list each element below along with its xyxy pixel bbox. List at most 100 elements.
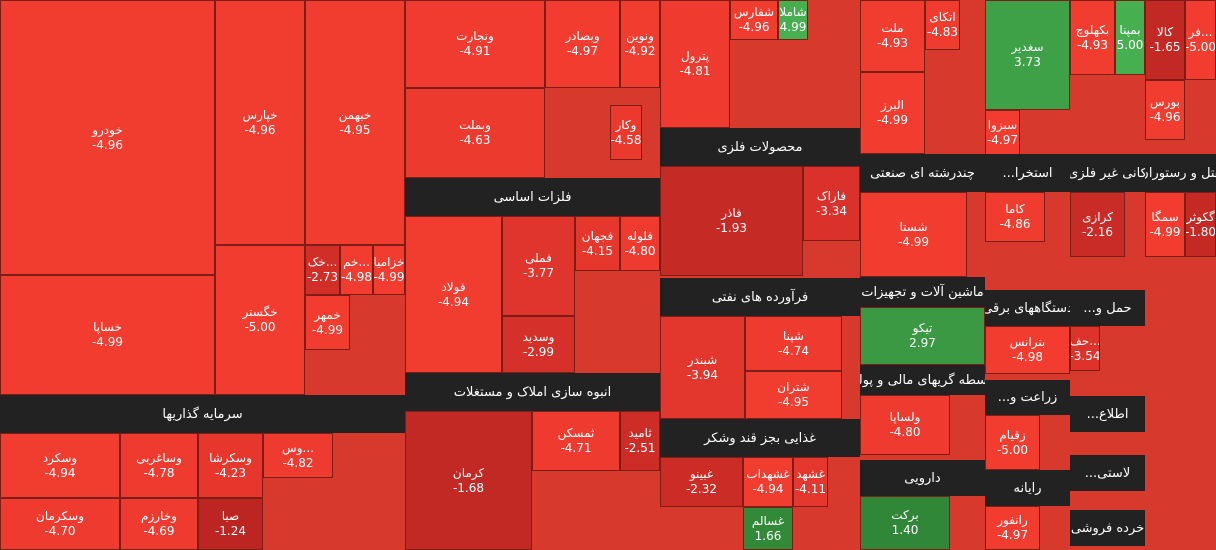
- stock-change: -4.69: [143, 524, 175, 538]
- sector-header: رایانه: [985, 470, 1070, 506]
- stock-symbol: کرازی: [1082, 209, 1113, 224]
- stock-symbol: بورس: [1150, 95, 1180, 109]
- stock-tile: کاما -4.86: [985, 192, 1045, 242]
- stock-symbol: غشهد: [796, 467, 825, 481]
- sector-name: خرده فروشی: [1070, 520, 1145, 536]
- stock-tile: خک... -2.73: [305, 245, 340, 295]
- stock-symbol: ولساپا: [889, 410, 921, 424]
- stock-symbol: خساپا: [93, 320, 122, 334]
- stock-tile: خپارس -4.96: [215, 0, 305, 245]
- stock-tile: شستا -4.99: [860, 192, 967, 277]
- stock-change: 1.40: [891, 523, 919, 537]
- sector-name: فلزات اساسی: [493, 189, 572, 205]
- sector-header: لاستی...: [1070, 455, 1145, 491]
- sector-header: سرمایه گذاریها: [0, 395, 405, 433]
- stock-change: -5.00: [244, 320, 276, 334]
- stock-symbol: کرمان: [452, 465, 485, 480]
- stock-change: -4.70: [44, 524, 76, 538]
- stock-symbol: رانفور: [997, 513, 1028, 527]
- sector-name: انبوه سازی املاک و مستغلات: [453, 384, 612, 400]
- stock-change: -3.94: [686, 367, 719, 382]
- stock-tile: خمهر -4.99: [305, 295, 350, 350]
- stock-symbol: وسدید: [522, 329, 555, 344]
- stock-symbol: ثامید: [628, 426, 652, 440]
- stock-change: -2.51: [624, 441, 656, 455]
- stock-change: -4.99: [876, 113, 909, 127]
- sector-name: محصولات فلزی: [717, 139, 803, 155]
- stock-tile: زقیام -5.00: [985, 415, 1040, 470]
- sector-header: خرده فروشی: [1070, 510, 1145, 546]
- stock-symbol: وس...: [282, 440, 314, 455]
- stock-tile: خساپا -4.99: [0, 275, 215, 395]
- stock-tile: بکهلوچ -4.93: [1070, 0, 1115, 75]
- stock-change: -4.71: [560, 441, 592, 455]
- stock-tile: ونوین -4.92: [620, 0, 660, 88]
- stock-tile: وساغربی -4.78: [120, 433, 198, 498]
- stock-symbol: شبندر: [687, 352, 718, 367]
- stock-tile: خم... -4.98: [340, 245, 373, 295]
- stock-symbol: فولاد: [441, 279, 466, 294]
- stock-symbol: تیکو: [912, 321, 933, 335]
- stock-change: -4.11: [794, 482, 827, 496]
- sector-header: استخرا...: [985, 154, 1070, 192]
- stock-change: -4.96: [738, 20, 770, 34]
- sector-name: حمل و...: [1083, 300, 1132, 316]
- stock-symbol: خمهر: [314, 307, 341, 322]
- stock-symbol: خزامیا: [373, 255, 405, 269]
- sector-name: فرآورده های نفتی: [711, 289, 809, 305]
- sector-header: حمل و...: [1070, 290, 1145, 326]
- stock-symbol: فر...: [1188, 25, 1213, 39]
- stock-tile: وتجارت -4.91: [405, 0, 545, 88]
- sector-header: ماشین آلات و تجهیزات: [860, 277, 985, 307]
- stock-symbol: گکوثر: [1186, 209, 1215, 224]
- stock-change: -2.32: [685, 482, 718, 496]
- stock-symbol: ثمسکن: [557, 426, 595, 440]
- stock-symbol: وسکرمان: [36, 509, 84, 523]
- stock-change: -4.78: [143, 465, 175, 480]
- stock-change: -4.93: [1076, 37, 1109, 52]
- stock-symbol: وبصادر: [565, 29, 600, 43]
- stock-symbol: کاما: [1005, 202, 1025, 216]
- stock-symbol: بترانس: [1009, 335, 1046, 349]
- stock-tile: تیکو 2.97: [860, 307, 985, 365]
- stock-symbol: شستا: [899, 219, 928, 234]
- stock-tile: فملی -3.77: [502, 216, 575, 316]
- stock-tile: خودرو -4.96: [0, 0, 215, 275]
- stock-change: -4.15: [581, 243, 614, 258]
- stock-symbol: ونوین: [626, 29, 654, 43]
- sector-name: رایانه: [1013, 480, 1042, 496]
- stock-tile: ولساپا -4.80: [860, 395, 950, 455]
- stock-change: -4.96: [1149, 110, 1181, 124]
- stock-symbol: سبزوا: [987, 117, 1018, 132]
- stock-symbol: وتجارت: [456, 29, 494, 43]
- stock-change: -4.58: [610, 132, 642, 147]
- sector-name: استخرا...: [1002, 165, 1053, 181]
- stock-symbol: وبملت: [459, 118, 491, 132]
- sector-header: واسطه گریهای مالی و پولی: [860, 365, 985, 395]
- stock-tile: وسدید -2.99: [502, 316, 575, 373]
- stock-change: -4.63: [459, 133, 491, 147]
- stock-change: -4.95: [339, 122, 371, 137]
- stock-symbol: وخارزم: [141, 509, 177, 523]
- stock-symbol: حف...: [1070, 333, 1100, 348]
- stock-tile: خگستر -5.00: [215, 245, 305, 395]
- stock-tile: وسکرد -4.94: [0, 433, 120, 498]
- stock-symbol: شپنا: [783, 328, 804, 343]
- stock-tile: رانفور -4.97: [985, 506, 1040, 550]
- stock-change: -4.97: [986, 132, 1019, 147]
- stock-change: -1.24: [214, 524, 247, 538]
- stock-symbol: خگستر: [242, 305, 278, 319]
- sector-header: فرآورده های نفتی: [660, 278, 860, 316]
- stock-tile: پترول -4.81: [660, 0, 730, 128]
- stock-tile: فاذر -1.93: [660, 166, 803, 276]
- stock-symbol: فلوله: [627, 228, 653, 243]
- sector-header: اطلاع...: [1070, 396, 1145, 432]
- sector-header: کانی غیر فلزی: [1070, 154, 1145, 192]
- stock-tile: کرازی -2.16: [1070, 192, 1125, 257]
- stock-tile: وخارزم -4.69: [120, 498, 198, 550]
- sector-header: غذایی بجز قند وشکر: [660, 419, 860, 457]
- stock-tile: شفارس -4.96: [730, 0, 778, 40]
- sector-name: غذایی بجز قند وشکر: [704, 430, 816, 446]
- sector-name: لاستی...: [1084, 465, 1131, 481]
- stock-change: 4.99: [779, 20, 807, 34]
